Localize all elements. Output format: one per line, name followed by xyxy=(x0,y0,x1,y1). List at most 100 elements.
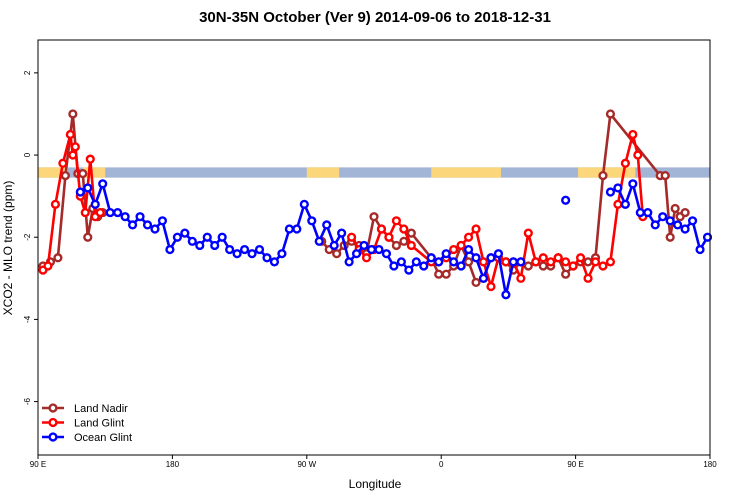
data-point xyxy=(187,236,197,246)
data-point xyxy=(702,232,713,242)
data-point xyxy=(53,253,63,263)
data-point xyxy=(486,253,496,263)
data-point xyxy=(620,199,630,209)
data-point xyxy=(673,220,683,230)
legend: Land Nadir Land Glint Ocean Glint xyxy=(42,403,132,444)
y-tick-label: -4 xyxy=(23,315,32,323)
land-band-segment xyxy=(38,167,68,178)
data-point xyxy=(85,154,95,164)
legend-item: Ocean Glint xyxy=(42,432,132,444)
data-point xyxy=(538,261,548,271)
data-point xyxy=(95,207,105,218)
data-point xyxy=(292,224,302,234)
data-point xyxy=(628,129,638,140)
data-point xyxy=(80,207,90,218)
data-point xyxy=(658,212,668,222)
data-point xyxy=(680,207,690,218)
data-point xyxy=(628,179,638,189)
land-band-segment xyxy=(578,167,636,178)
data-point xyxy=(434,257,444,267)
data-point xyxy=(381,249,392,259)
data-point xyxy=(277,249,287,259)
data-point xyxy=(75,187,85,197)
data-point xyxy=(441,269,451,279)
data-point xyxy=(399,224,409,234)
data-point xyxy=(411,257,421,267)
data-point xyxy=(225,244,235,255)
data-point xyxy=(538,253,548,263)
data-point xyxy=(359,240,369,251)
data-point xyxy=(83,183,93,193)
data-point xyxy=(396,257,406,267)
data-point xyxy=(60,170,70,181)
data-point xyxy=(633,150,643,160)
series-ocean-glint xyxy=(75,179,713,300)
data-point xyxy=(180,228,190,238)
x-tick-label: 180 xyxy=(703,460,717,469)
data-point xyxy=(471,253,481,263)
data-point xyxy=(643,207,653,218)
data-point xyxy=(575,253,586,263)
data-point xyxy=(120,212,130,222)
data-point xyxy=(501,290,511,300)
data-point xyxy=(406,228,416,238)
x-axis: 90 E 180 90 W 0 90 E 180 xyxy=(30,455,717,469)
data-point xyxy=(404,265,414,275)
data-point xyxy=(337,228,347,238)
data-point xyxy=(391,240,402,251)
data-point xyxy=(399,236,409,246)
data-point xyxy=(523,261,533,271)
data-point xyxy=(361,253,372,263)
data-point xyxy=(635,207,645,218)
data-point xyxy=(384,232,394,242)
data-point xyxy=(493,249,504,259)
data-point xyxy=(269,257,280,267)
data-point xyxy=(172,232,182,242)
plot-area xyxy=(38,109,713,300)
data-point xyxy=(232,249,242,259)
legend-label: Land Glint xyxy=(74,418,124,430)
land-band-segment xyxy=(82,167,106,178)
data-point xyxy=(347,232,357,242)
data-point xyxy=(299,199,309,209)
data-point xyxy=(434,269,444,279)
data-point xyxy=(113,207,123,218)
y-tick-label: -6 xyxy=(23,397,32,405)
data-point xyxy=(142,220,153,230)
data-point xyxy=(68,109,78,119)
data-point xyxy=(471,224,481,234)
data-point xyxy=(165,244,175,255)
data-point xyxy=(516,257,526,267)
data-point xyxy=(456,240,466,251)
legend-item: Land Nadir xyxy=(42,403,128,415)
data-point xyxy=(670,203,680,214)
legend-marker xyxy=(48,432,58,442)
data-point xyxy=(247,249,257,259)
data-point xyxy=(605,257,616,267)
data-point xyxy=(332,249,342,259)
data-point xyxy=(83,232,93,242)
y-tick-label: -2 xyxy=(23,233,32,241)
data-point xyxy=(157,216,168,226)
data-point xyxy=(680,224,690,234)
data-point xyxy=(568,261,578,271)
data-point xyxy=(389,261,399,271)
data-point xyxy=(553,253,563,263)
data-point xyxy=(546,257,556,267)
data-point xyxy=(463,257,474,267)
data-point xyxy=(463,232,474,242)
data-point xyxy=(605,187,616,197)
data-point xyxy=(351,249,362,259)
data-point xyxy=(43,261,53,271)
data-point xyxy=(239,244,250,255)
data-point xyxy=(58,158,68,168)
data-point xyxy=(478,273,489,283)
data-point xyxy=(419,261,429,271)
data-point xyxy=(329,240,339,251)
legend-label: Land Nadir xyxy=(74,403,128,415)
data-point xyxy=(202,232,212,242)
x-tick-label: 90 W xyxy=(297,460,316,469)
x-tick-label: 0 xyxy=(439,460,444,469)
data-point xyxy=(391,216,402,226)
data-point xyxy=(314,236,324,246)
